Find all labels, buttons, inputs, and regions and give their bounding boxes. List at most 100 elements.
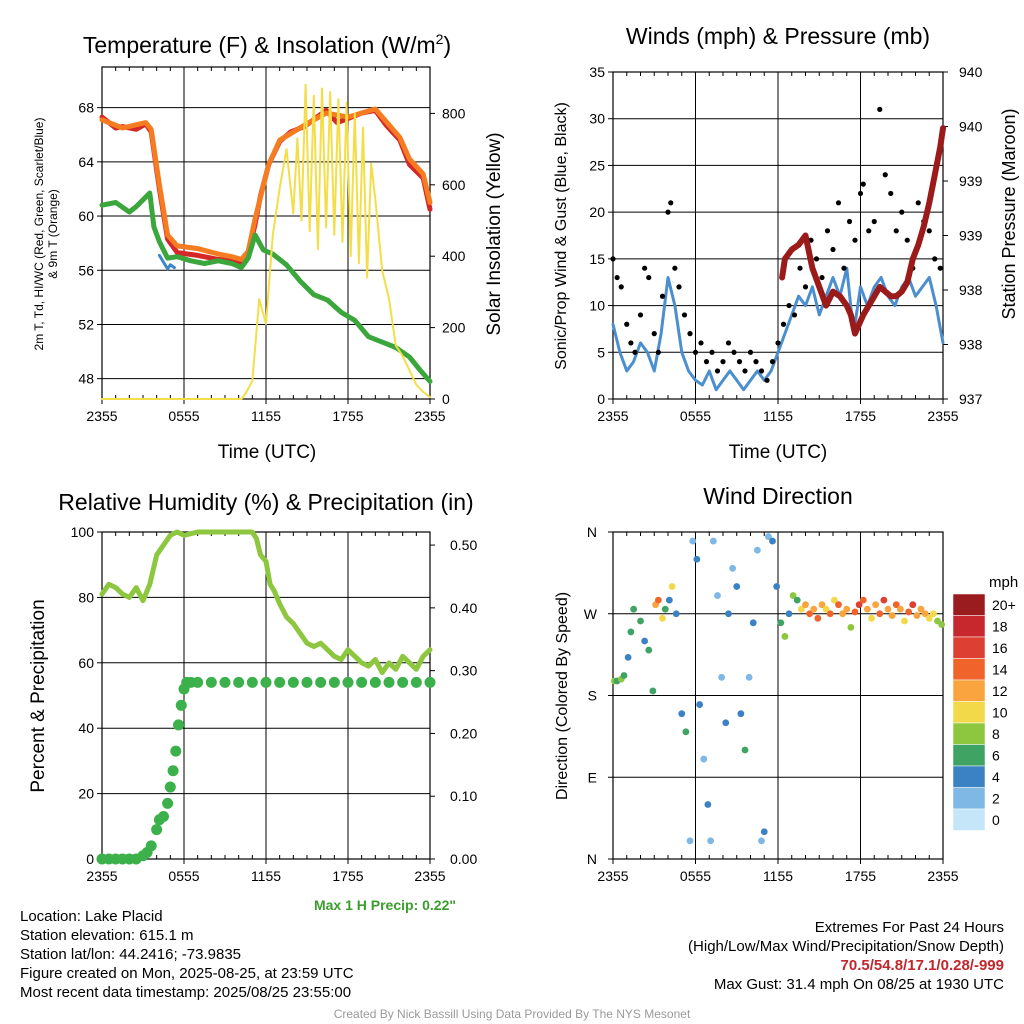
- precip-point: [410, 676, 422, 688]
- speed-legend: 20+ 18 16 14 12 10 8 6 4 2 0: [952, 593, 1016, 831]
- precip-point: [246, 676, 258, 688]
- x-tick-label: 2355: [927, 408, 958, 424]
- direction-point: [839, 610, 847, 618]
- gust-point: [893, 228, 899, 234]
- location-text: Location: Lake Placid: [20, 908, 163, 925]
- legend-label: 18: [992, 618, 1008, 634]
- legend-label: 12: [992, 683, 1008, 699]
- x-tick-label: 1755: [332, 868, 363, 884]
- gust-point: [725, 340, 732, 346]
- direction-point: [645, 646, 653, 654]
- direction-point: [822, 605, 830, 613]
- precip-point: [274, 676, 286, 688]
- series-line: [157, 253, 176, 271]
- direction-point: [859, 596, 867, 604]
- gust-point: [742, 368, 748, 374]
- direction-point: [888, 612, 896, 619]
- x-tick-label: 0555: [680, 868, 711, 884]
- precip-point: [162, 797, 174, 809]
- direction-point: [745, 673, 753, 681]
- direction-point: [741, 746, 749, 754]
- gust-point: [703, 359, 710, 365]
- precip-point: [287, 676, 299, 688]
- precip-point: [315, 676, 327, 688]
- gust-point: [915, 200, 921, 206]
- precip-point: [397, 676, 409, 688]
- direction-point: [696, 701, 704, 708]
- direction-point: [758, 837, 765, 845]
- direction-point: [814, 614, 822, 622]
- x-tick-label: 1155: [763, 408, 793, 424]
- direction-point: [630, 605, 638, 613]
- created-text: Figure created on Mon, 2025-08-25, at 23…: [20, 965, 354, 982]
- gust-point: [791, 312, 798, 318]
- x-tick-label: 2355: [597, 408, 628, 424]
- direction-point: [725, 610, 732, 618]
- direction-point: [851, 608, 859, 616]
- extremes-subheading: (High/Low/Max Wind/Precipitation/Snow De…: [688, 938, 1004, 955]
- direction-point: [802, 601, 809, 609]
- direction-point: [682, 728, 690, 736]
- y-tick-label: 25: [589, 157, 605, 173]
- direction-point: [872, 601, 880, 609]
- direction-point: [818, 601, 826, 609]
- gust-point: [780, 321, 787, 327]
- direction-point: [830, 596, 838, 604]
- gust-point: [860, 181, 866, 187]
- direction-point: [868, 614, 875, 622]
- gust-point: [698, 340, 704, 346]
- gust-point: [841, 265, 847, 271]
- direction-point: [637, 617, 644, 625]
- series-line: [99, 190, 433, 384]
- gust-point: [610, 256, 616, 262]
- y-tick-label: 20: [78, 786, 94, 802]
- winds-xlabel: Time (UTC): [729, 442, 828, 463]
- direction-point: [884, 605, 892, 613]
- direction-point: [707, 837, 715, 845]
- humidity-panel: Relative Humidity (%) & Precipitation (i…: [28, 489, 477, 913]
- x-tick-label: 2355: [414, 868, 445, 884]
- direction-point: [686, 837, 694, 845]
- y-tick-label-right: 0: [442, 391, 450, 407]
- direction-point: [905, 608, 913, 616]
- y-tick-label: 20: [589, 204, 605, 220]
- y-tick-label-right: 0.10: [450, 788, 477, 804]
- precip-point: [233, 676, 245, 688]
- gust-point: [665, 209, 671, 215]
- gust-point: [899, 209, 905, 215]
- direction-point: [921, 610, 929, 618]
- y-tick-label: 40: [78, 720, 94, 736]
- legend-label: 20+: [992, 597, 1016, 613]
- direction-point: [693, 555, 701, 563]
- direction-point: [753, 546, 761, 554]
- y-tick-label-right: 800: [442, 105, 466, 121]
- y-tick-label: 60: [78, 208, 94, 224]
- precip-point: [145, 840, 157, 852]
- y-tick-label-right: 200: [442, 320, 466, 336]
- y-tick-label-right: 938: [959, 282, 983, 298]
- x-tick-label: 0555: [680, 408, 711, 424]
- gust-point: [753, 359, 759, 365]
- precip-point: [328, 676, 340, 688]
- gust-point: [871, 218, 877, 225]
- gust-point: [720, 359, 726, 365]
- y-tick-label: 100: [71, 524, 95, 540]
- gust-point: [736, 359, 743, 365]
- precip-point: [424, 676, 436, 688]
- direction-point: [777, 619, 785, 627]
- direction-point: [672, 610, 680, 618]
- gust-point: [857, 190, 864, 197]
- direction-point: [806, 610, 814, 618]
- direction-point: [929, 610, 937, 618]
- extremes-info: Extremes For Past 24 Hours (High/Low/Max…: [688, 918, 1004, 994]
- credit-text: Created By Nick Bassill Using Data Provi…: [333, 1007, 691, 1021]
- legend-label: 0: [992, 812, 1000, 828]
- direction-point: [913, 612, 921, 619]
- x-tick-label: 1155: [763, 868, 793, 884]
- y-tick-label: 15: [589, 251, 605, 267]
- gust-point: [926, 228, 932, 234]
- max-gust-text: Max Gust: 31.4 mph On 08/25 at 1930 UTC: [713, 976, 1004, 993]
- gust-point: [882, 172, 888, 178]
- precip-point: [151, 824, 163, 836]
- temperature-xlabel: Time (UTC): [218, 442, 317, 463]
